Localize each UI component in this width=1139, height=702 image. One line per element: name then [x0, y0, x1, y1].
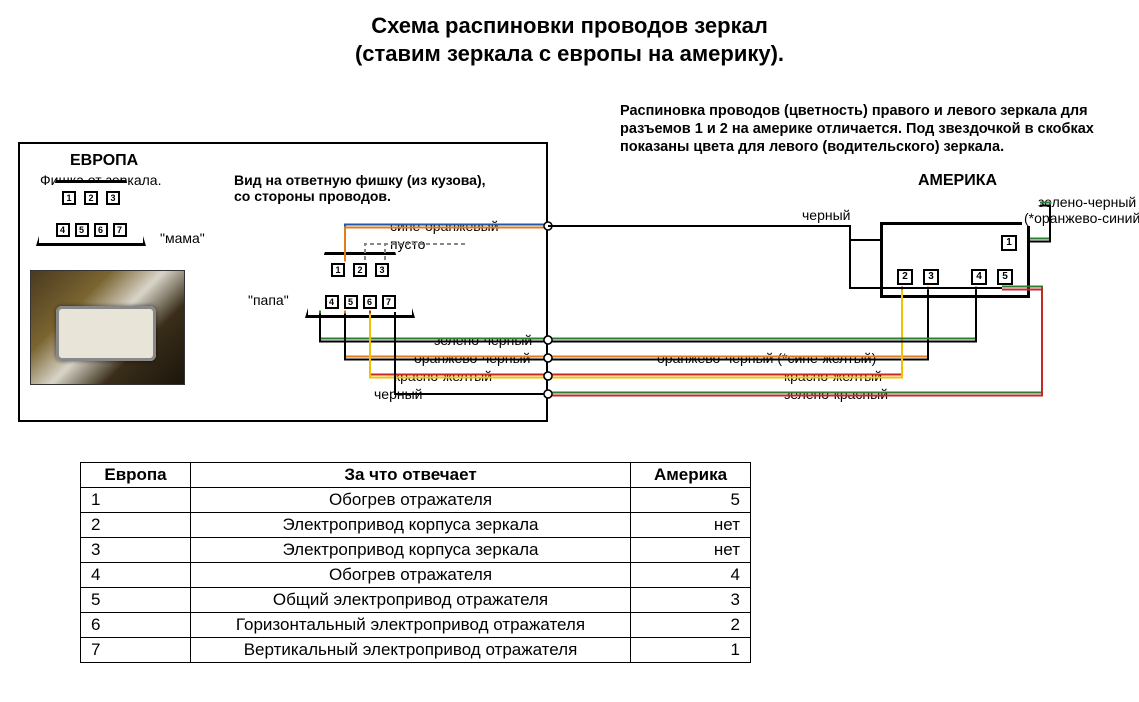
wire-label: зелено-черный [432, 332, 534, 348]
th-fn: За что отвечает [191, 463, 631, 488]
table-cell: 6 [81, 613, 191, 638]
table-cell: 4 [631, 563, 751, 588]
us-connector: 1 2 3 4 5 [880, 222, 1030, 298]
table-row: 4Обогрев отражателя4 [81, 563, 751, 588]
table-cell: 2 [631, 613, 751, 638]
eu1-pin: 2 [84, 191, 98, 205]
page-title: Схема распиновки проводов зеркал (ставим… [0, 12, 1139, 67]
table-row: 1Обогрев отражателя5 [81, 488, 751, 513]
table-cell: 3 [81, 538, 191, 563]
us-pin: 1 [1001, 235, 1017, 251]
title-line2: (ставим зеркала с европы на америку). [355, 41, 784, 66]
title-line1: Схема распиновки проводов зеркал [371, 13, 768, 38]
wire-label: черный [372, 386, 424, 402]
eu1-pin: 3 [106, 191, 120, 205]
wire-label: (*оранжево-синий) [1022, 210, 1139, 226]
eu2-pin: 5 [344, 295, 358, 309]
us-pin: 2 [897, 269, 913, 285]
us-pin: 3 [923, 269, 939, 285]
eu2-pin: 6 [363, 295, 377, 309]
eu2-pin: 4 [325, 295, 339, 309]
wire-label: красно-желтый [392, 368, 494, 384]
table-cell: 4 [81, 563, 191, 588]
pin-mapping-table: Европа За что отвечает Америка 1Обогрев … [80, 462, 751, 663]
eu1-pin: 4 [56, 223, 70, 237]
table-cell: 5 [631, 488, 751, 513]
connector-photo [30, 270, 185, 385]
eu2-pin: 7 [382, 295, 396, 309]
eu1-pin: 1 [62, 191, 76, 205]
table-cell: нет [631, 538, 751, 563]
table-row: 7Вертикальный электропривод отражателя1 [81, 638, 751, 663]
wire-label: зелено-красный [782, 386, 890, 402]
table-header-row: Европа За что отвечает Америка [81, 463, 751, 488]
us-pin: 4 [971, 269, 987, 285]
wire-label: сине-оранжевый [388, 218, 501, 234]
table-row: 6Горизонтальный электропривод отражателя… [81, 613, 751, 638]
table-cell: 5 [81, 588, 191, 613]
table-cell: Вертикальный электропривод отражателя [191, 638, 631, 663]
table-cell: Горизонтальный электропривод отражателя [191, 613, 631, 638]
wire-label: пусто [388, 236, 427, 252]
wire-label: зелено-черный [1036, 194, 1138, 210]
table-cell: Электропривод корпуса зеркала [191, 513, 631, 538]
table-row: 5Общий электропривод отражателя3 [81, 588, 751, 613]
table-cell: 1 [631, 638, 751, 663]
th-eu: Европа [81, 463, 191, 488]
wire-label: черный [800, 207, 852, 223]
eu2-pin: 1 [331, 263, 345, 277]
table-row: 3Электропривод корпуса зеркаланет [81, 538, 751, 563]
table-cell: нет [631, 513, 751, 538]
eu-connector-body: 1 2 3 4 5 6 7 [305, 252, 415, 318]
wire-label: оранжево-черный [412, 350, 532, 366]
th-us: Америка [631, 463, 751, 488]
table-cell: 2 [81, 513, 191, 538]
america-label: АМЕРИКА [918, 172, 997, 190]
eu1-pin: 7 [113, 223, 127, 237]
view-note: Вид на ответную фишку (из кузова), со ст… [234, 172, 504, 204]
top-note: Распиновка проводов (цветность) правого … [620, 102, 1120, 156]
europe-label: ЕВРОПА [70, 152, 138, 170]
table-cell: Обогрев отражателя [191, 563, 631, 588]
eu1-pin: 5 [75, 223, 89, 237]
table-cell: Общий электропривод отражателя [191, 588, 631, 613]
eu1-pin: 6 [94, 223, 108, 237]
mama-label: "мама" [160, 230, 205, 246]
papa-label: "папа" [248, 292, 289, 308]
eu-connector-mirror: 1 2 3 4 5 6 7 [36, 180, 146, 246]
table-cell: 3 [631, 588, 751, 613]
table-cell: 7 [81, 638, 191, 663]
table-cell: 1 [81, 488, 191, 513]
eu2-pin: 2 [353, 263, 367, 277]
wire-label: оранжево-черный (*сине-желтый) [655, 350, 878, 366]
wire-label: красно-желтый [782, 368, 884, 384]
table-cell: Электропривод корпуса зеркала [191, 538, 631, 563]
eu2-pin: 3 [375, 263, 389, 277]
us-pin: 5 [997, 269, 1013, 285]
table-cell: Обогрев отражателя [191, 488, 631, 513]
table-row: 2Электропривод корпуса зеркаланет [81, 513, 751, 538]
